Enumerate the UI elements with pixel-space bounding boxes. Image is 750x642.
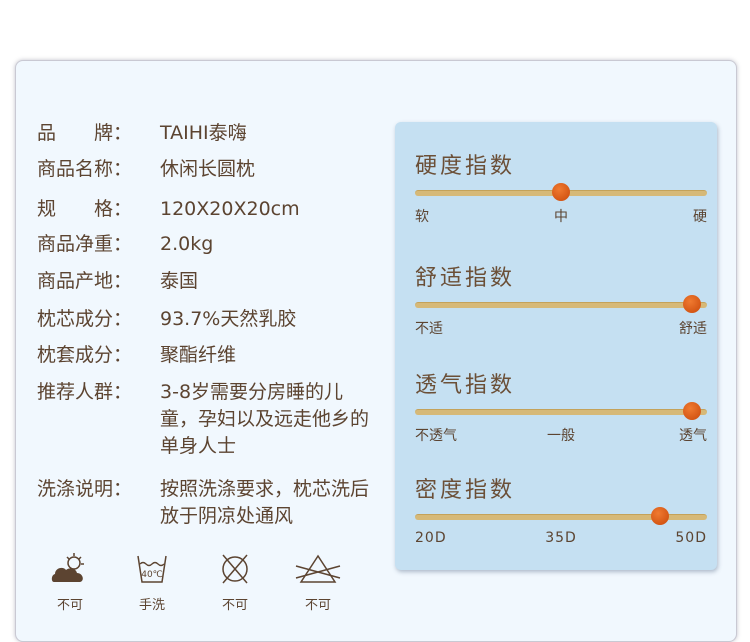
index-track [415, 402, 707, 420]
spec-row: 枕套成分： 聚酯纤维 [37, 342, 380, 369]
tick-label: 不透气 [415, 428, 457, 444]
spec-label: 枕套成分： [37, 344, 133, 366]
index-section: 密度指数 20D 35D 50D [415, 472, 707, 550]
tick-label: 软 [415, 209, 429, 225]
tick-label: 舒适 [679, 321, 707, 337]
spec-value: 休闲长圆枕 [160, 158, 256, 180]
spec-value: 泰国 [160, 270, 199, 292]
spec-value: 2.0kg [160, 233, 214, 255]
tick-label: 一般 [547, 428, 575, 444]
spec-value: 聚酯纤维 [160, 344, 237, 366]
index-title: 舒适指数 [415, 266, 516, 291]
spec-row: 枕芯成分： 93.7%天然乳胶 [37, 306, 380, 333]
tick-label: 20D [415, 530, 447, 546]
no-tumble-dry-icon [222, 554, 248, 584]
tick-label: 不适 [415, 321, 443, 337]
spec-label: 枕芯成分： [37, 308, 133, 330]
spec-value: TAIHI泰嗨 [160, 122, 247, 144]
index-section: 舒适指数 不适 舒适 [415, 260, 707, 338]
spec-row: 推荐人群： 3-8岁需要分房睡的儿童，孕妇以及远走他乡的单身人士 [37, 379, 380, 460]
spec-value: 120X20X20cm [160, 198, 300, 220]
spec-row: 商品净重： 2.0kg [37, 231, 380, 258]
index-track [415, 295, 707, 313]
care-label: 不可 [221, 598, 248, 613]
index-track [415, 183, 707, 201]
tick-label: 50D [675, 530, 707, 546]
index-title: 透气指数 [415, 373, 516, 398]
index-section: 硬度指数 软 中 硬 [415, 148, 707, 226]
spec-label: 商品净重： [37, 233, 133, 255]
spec-row: 商品名称： 休闲长圆枕 [37, 156, 380, 183]
spec-value: 3-8岁需要分房睡的儿童，孕妇以及远走他乡的单身人士 [160, 381, 370, 457]
spec-label: 规 格： [37, 198, 133, 220]
index-knob [651, 507, 670, 525]
spec-value: 93.7%天然乳胶 [160, 308, 297, 330]
spec-row: 洗涤说明： 按照洗涤要求，枕芯洗后放于阴凉处通风 [37, 476, 380, 530]
spec-label: 品 牌： [37, 122, 133, 144]
index-track [415, 507, 707, 525]
care-label: 不可 [56, 598, 83, 613]
spec-value: 按照洗涤要求，枕芯洗后放于阴凉处通风 [160, 478, 370, 527]
tick-label: 硬 [693, 209, 707, 225]
index-knob [552, 183, 570, 201]
tick-label: 透气 [679, 428, 707, 444]
index-panel: 硬度指数 软 中 硬舒适指数 不适 舒适透气指数 不透气 一般 透气密度指数 20D 35D… [395, 122, 717, 570]
index-knob [683, 402, 702, 420]
tick-label: 中 [554, 209, 568, 225]
spec-label: 商品名称： [37, 158, 133, 180]
hand-wash-40c-icon: 40℃ [137, 555, 167, 583]
spec-label: 洗涤说明： [37, 478, 133, 500]
spec-label: 商品产地： [37, 270, 133, 292]
care-label: 不可 [304, 598, 331, 613]
care-label: 手洗 [138, 598, 165, 613]
spec-label: 推荐人群： [37, 381, 133, 403]
spec-row: 规 格： 120X20X20cm [37, 196, 380, 223]
svg-text:40℃: 40℃ [141, 570, 163, 580]
index-title: 密度指数 [415, 478, 516, 503]
index-title: 硬度指数 [415, 154, 516, 179]
index-section: 透气指数 不透气 一般 透气 [415, 367, 707, 445]
spec-row: 商品产地： 泰国 [37, 268, 380, 295]
no-sun-dry-icon [51, 553, 84, 582]
tick-label: 35D [545, 530, 577, 546]
index-knob [683, 295, 702, 313]
spec-row: 品 牌： TAIHI泰嗨 [37, 120, 380, 147]
no-bleach-icon [295, 554, 341, 583]
